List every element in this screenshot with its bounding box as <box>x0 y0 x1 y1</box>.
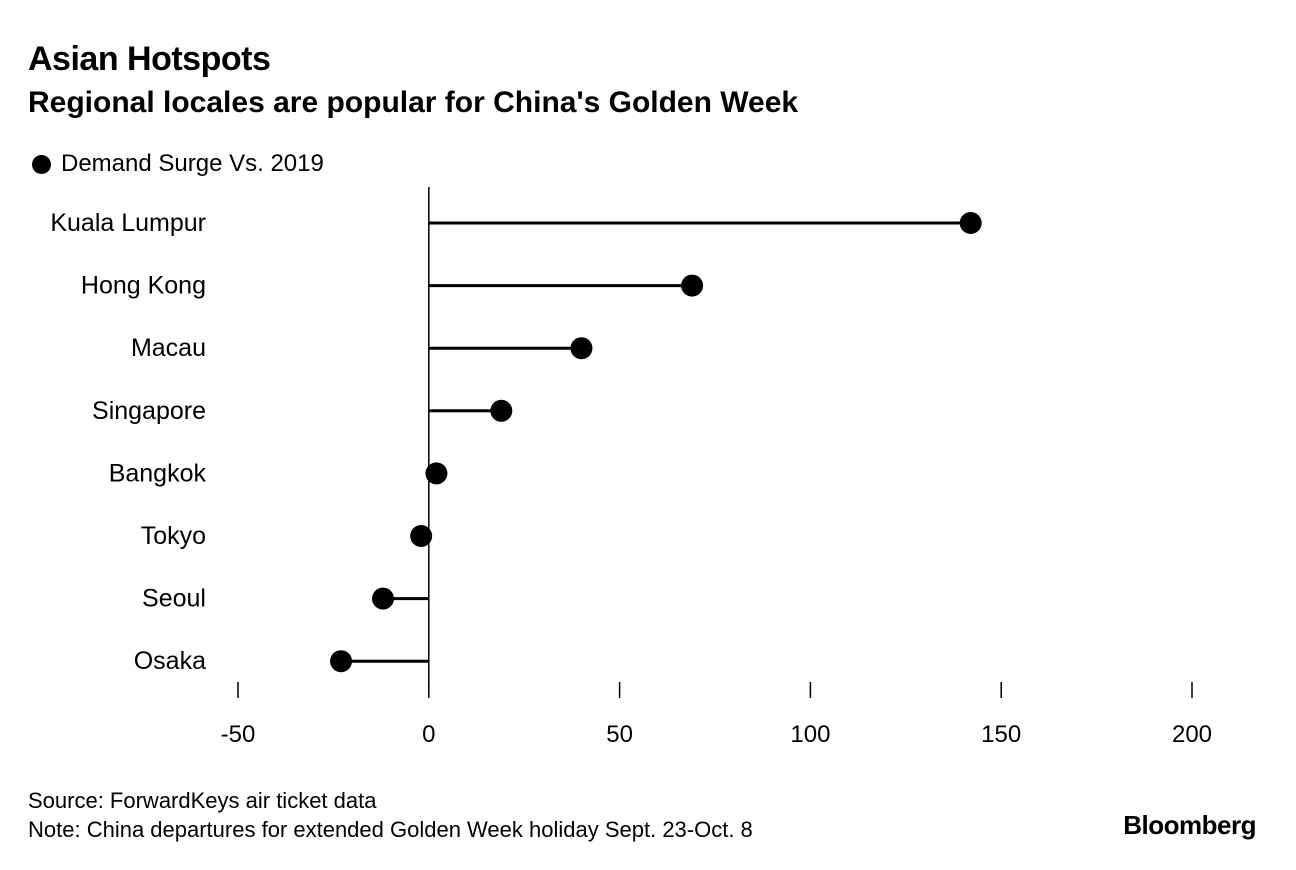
category-label: Bangkok <box>109 459 207 487</box>
data-point <box>330 650 353 673</box>
x-tick-label: 0 <box>422 721 435 748</box>
data-point <box>490 399 513 422</box>
footnote: Note: China departures for extended Gold… <box>28 817 753 842</box>
bloomberg-logo: Bloomberg <box>1123 810 1256 840</box>
source-note: Source: ForwardKeys air ticket data <box>28 788 377 813</box>
category-label: Seoul <box>142 585 206 613</box>
data-point <box>410 525 433 547</box>
category-label: Hong Kong <box>81 272 206 300</box>
category-label: Singapore <box>92 397 206 425</box>
x-tick-label: 50 <box>606 721 633 748</box>
chart-subtitle: Regional locales are popular for China's… <box>28 86 799 119</box>
category-label: Osaka <box>134 647 206 675</box>
data-point <box>681 274 704 297</box>
data-point <box>570 337 593 360</box>
x-tick-label: 200 <box>1172 721 1212 748</box>
data-point <box>372 587 395 610</box>
legend: Demand Surge Vs. 2019 <box>32 150 324 178</box>
category-label: Macau <box>131 334 206 362</box>
x-tick-label: 100 <box>790 721 830 748</box>
legend-label: Demand Surge Vs. 2019 <box>61 150 324 177</box>
x-tick-label: -50 <box>221 721 256 748</box>
data-point <box>959 212 982 234</box>
legend-marker <box>32 154 51 174</box>
data-point <box>425 462 448 485</box>
chart-title: Asian Hotspots <box>28 40 271 78</box>
x-tick-label: 150 <box>981 721 1021 748</box>
category-label: Tokyo <box>141 522 206 550</box>
category-label: Kuala Lumpur <box>50 209 206 237</box>
